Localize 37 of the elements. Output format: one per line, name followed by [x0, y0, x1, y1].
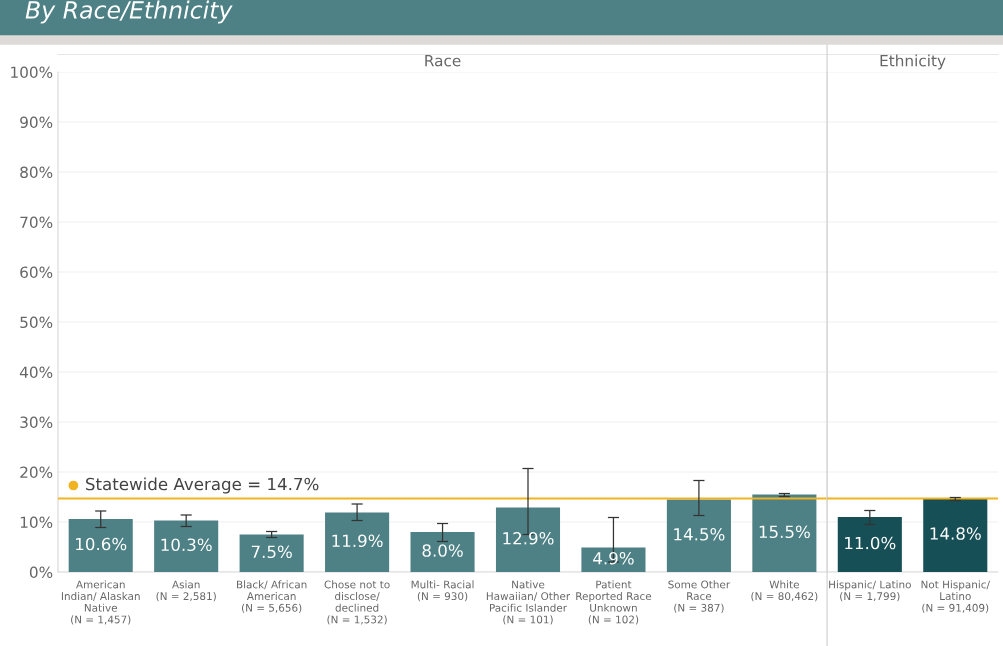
data-label: 10.6%	[76, 537, 127, 551]
y-tick-label: 70%	[20, 216, 53, 229]
x-tick-label: White (N = 80,462)	[751, 580, 818, 602]
data-label: 15.5%	[759, 525, 810, 539]
data-label: 4.9%	[593, 551, 634, 565]
chart-subtitle: Ethnicity	[880, 54, 946, 70]
y-tick-label: 40%	[19, 366, 53, 379]
data-label: 11.9%	[332, 534, 383, 548]
data-label: 12.9%	[503, 531, 554, 545]
x-tick-label: Some Other Race (N = 387)	[668, 580, 731, 613]
y-tick-label: 20%	[20, 466, 53, 479]
x-tick-label: Hispanic/ Latino (N = 1,799)	[829, 580, 911, 602]
y-tick-label: 10%	[20, 516, 53, 529]
x-tick-label: Patient Reported Race Unknown (N = 102)	[576, 580, 652, 625]
data-label: 8.0%	[422, 544, 463, 557]
chart-title: By Race/Ethnicity	[25, 0, 233, 24]
x-tick-label: Black/ African American (N = 5,656)	[237, 580, 307, 613]
chart-subtitle: Race	[425, 55, 461, 67]
x-tick-label: Asian (N = 2,581)	[156, 580, 216, 602]
x-tick-label: Not Hispanic/ Latino (N = 91,409)	[921, 580, 990, 613]
y-tick-label: 50%	[20, 316, 53, 329]
y-tick-label: 80%	[20, 166, 53, 179]
x-tick-label: American Indian/ Alaskan Native (N = 1,457)	[61, 580, 140, 625]
y-tick-label: 30%	[20, 416, 53, 429]
data-label: 11.0%	[845, 536, 896, 550]
y-tick-label: 0%	[29, 566, 53, 579]
x-tick-label: Chose not to disclose/ declined (N = 1,532)	[324, 580, 390, 625]
y-tick-label: 100%	[11, 66, 53, 79]
y-tick-label: 90%	[20, 116, 53, 129]
data-label: 14.8%	[930, 527, 981, 540]
data-label: 10.3%	[161, 538, 212, 552]
y-tick-label: 60%	[20, 266, 53, 279]
x-tick-label: Multi- Racial (N = 930)	[411, 580, 474, 602]
data-label: 7.5%	[251, 545, 292, 559]
ref-line-label: Statewide Average = 14.7%	[86, 477, 319, 494]
x-tick-label: Native Hawaiian/ Other Pacific Islander (N = 101)	[486, 580, 571, 625]
data-label: 14.5%	[674, 527, 725, 541]
